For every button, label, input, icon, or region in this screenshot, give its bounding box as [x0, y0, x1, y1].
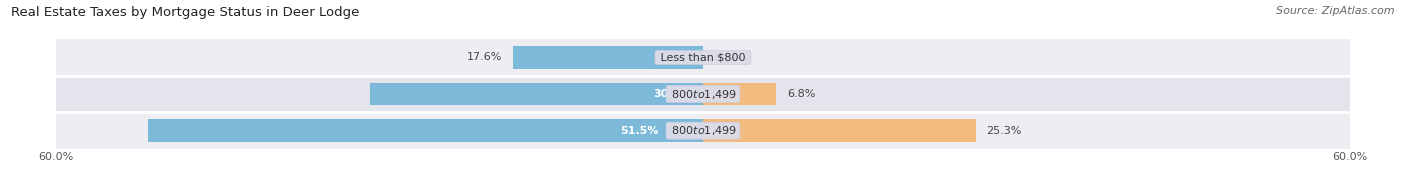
Bar [56, 112, 1350, 149]
Text: 0.0%: 0.0% [714, 53, 742, 63]
Text: 25.3%: 25.3% [987, 126, 1022, 136]
Bar [513, 46, 703, 69]
Bar [56, 39, 1350, 76]
Bar [703, 83, 776, 105]
Bar [56, 76, 1350, 112]
Text: $800 to $1,499: $800 to $1,499 [668, 124, 738, 137]
Bar [148, 119, 703, 142]
Bar [370, 83, 703, 105]
Text: 30.9%: 30.9% [652, 89, 692, 99]
Text: 51.5%: 51.5% [620, 126, 658, 136]
Text: $800 to $1,499: $800 to $1,499 [668, 88, 738, 101]
Text: Source: ZipAtlas.com: Source: ZipAtlas.com [1277, 6, 1395, 16]
Text: Real Estate Taxes by Mortgage Status in Deer Lodge: Real Estate Taxes by Mortgage Status in … [11, 6, 360, 19]
Text: Less than $800: Less than $800 [657, 53, 749, 63]
Text: 17.6%: 17.6% [467, 53, 502, 63]
Text: 6.8%: 6.8% [787, 89, 815, 99]
Bar [703, 119, 976, 142]
